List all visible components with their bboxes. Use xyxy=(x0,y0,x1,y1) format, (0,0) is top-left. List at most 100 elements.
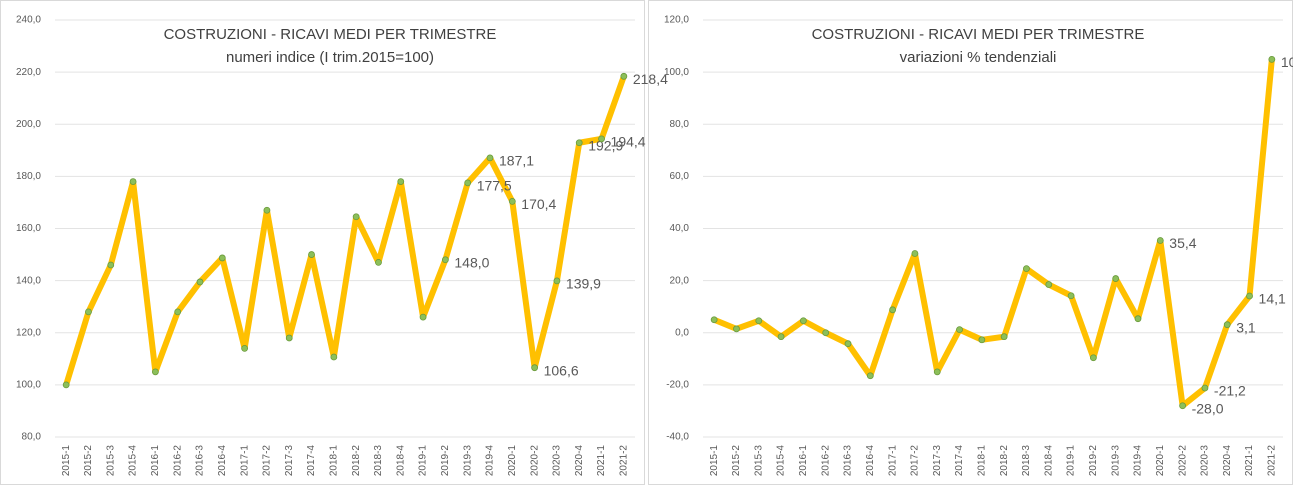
point-marker xyxy=(62,381,70,389)
point-marker xyxy=(218,254,226,262)
data-label: 187,1 xyxy=(499,153,534,169)
x-tick-label: 2018-2 xyxy=(999,445,1010,477)
x-tick-label: 2018-1 xyxy=(976,445,987,477)
point-marker xyxy=(1134,315,1142,323)
point-marker xyxy=(755,317,763,325)
y-tick-label: 120,0 xyxy=(664,15,689,26)
point-marker xyxy=(733,325,740,333)
point-marker xyxy=(531,364,539,372)
point-marker xyxy=(508,197,516,205)
point-marker xyxy=(263,206,271,214)
point-marker xyxy=(822,329,830,337)
series-line xyxy=(713,59,1275,409)
x-tick-label: 2019-1 xyxy=(418,445,429,477)
x-tick-label: 2017-2 xyxy=(910,445,921,477)
x-tick-label: 2017-2 xyxy=(262,445,273,477)
point-marker xyxy=(620,72,628,80)
x-tick-label: 2020-3 xyxy=(1200,445,1211,477)
data-label: 14,1 xyxy=(1259,291,1286,307)
data-label: -28,0 xyxy=(1192,400,1224,416)
data-label: 148,0 xyxy=(454,254,489,270)
point-marker xyxy=(1023,265,1030,273)
point-marker xyxy=(799,317,807,325)
x-tick-label: 2016-1 xyxy=(798,445,809,477)
x-tick-label: 2015-1 xyxy=(709,445,720,477)
point-marker xyxy=(419,313,427,321)
point-marker xyxy=(1246,292,1253,300)
data-label: 170,4 xyxy=(521,196,556,212)
point-marker xyxy=(397,178,405,185)
point-marker xyxy=(464,179,472,187)
x-tick-label: 2021-1 xyxy=(596,445,607,477)
chart-subtitle: variazioni % tendenziali xyxy=(900,49,1057,66)
x-tick-label: 2017-4 xyxy=(954,445,965,477)
x-tick-label: 2019-4 xyxy=(485,445,496,477)
x-tick-label: 2020-4 xyxy=(574,445,585,477)
point-marker xyxy=(1156,237,1164,244)
point-marker xyxy=(575,139,583,147)
x-tick-label: 2015-2 xyxy=(83,445,94,477)
y-tick-label: 240,0 xyxy=(16,15,41,26)
point-marker xyxy=(1000,333,1008,341)
point-marker xyxy=(330,353,338,361)
y-tick-label: 120,0 xyxy=(16,327,41,338)
x-tick-label: 2015-3 xyxy=(753,445,764,477)
data-label: 104,9 xyxy=(1281,54,1293,70)
x-tick-label: 2019-2 xyxy=(440,445,451,477)
x-tick-label: 2017-1 xyxy=(239,445,250,477)
y-tick-label: -20,0 xyxy=(666,380,689,391)
y-tick-label: 80,0 xyxy=(670,119,690,130)
x-tick-label: 2016-3 xyxy=(843,445,854,477)
point-marker xyxy=(1089,354,1097,362)
y-tick-label: -40,0 xyxy=(666,432,689,443)
y-tick-label: 100,0 xyxy=(664,67,689,78)
data-label: 139,9 xyxy=(566,276,601,292)
point-marker xyxy=(777,333,785,341)
panel xyxy=(0,0,645,485)
point-marker xyxy=(107,261,115,269)
x-tick-label: 2016-2 xyxy=(172,445,183,477)
y-tick-label: 100,0 xyxy=(16,380,41,391)
x-tick-label: 2015-4 xyxy=(776,445,787,477)
point-marker xyxy=(598,135,605,143)
x-tick-label: 2019-2 xyxy=(1088,445,1099,477)
data-label: 3,1 xyxy=(1236,319,1256,335)
data-label: 35,4 xyxy=(1169,235,1196,251)
point-marker xyxy=(196,278,204,286)
x-tick-label: 2019-1 xyxy=(1066,445,1077,477)
point-marker xyxy=(1201,384,1209,392)
data-label: -21,2 xyxy=(1214,383,1246,399)
y-tick-label: 160,0 xyxy=(16,223,41,234)
x-tick-label: 2020-1 xyxy=(1155,445,1166,477)
point-marker xyxy=(1067,292,1075,300)
x-tick-label: 2016-4 xyxy=(217,445,228,477)
y-tick-label: 200,0 xyxy=(16,119,41,130)
x-tick-label: 2016-3 xyxy=(195,445,206,477)
point-marker xyxy=(553,277,561,285)
y-tick-label: 40,0 xyxy=(670,223,690,234)
point-marker xyxy=(933,368,941,376)
point-marker xyxy=(85,308,92,316)
data-label: 192,9 xyxy=(588,137,623,153)
x-tick-label: 2018-3 xyxy=(373,445,384,477)
point-marker xyxy=(129,178,137,185)
x-tick-label: 2020-2 xyxy=(529,445,540,477)
point-marker xyxy=(174,308,182,316)
point-marker xyxy=(1112,275,1120,282)
x-tick-label: 2018-1 xyxy=(328,445,339,477)
x-tick-label: 2019-3 xyxy=(462,445,473,477)
series-line xyxy=(63,75,627,386)
point-marker xyxy=(486,154,494,162)
data-label: 194,4 xyxy=(611,134,646,150)
point-marker xyxy=(889,306,897,314)
x-tick-label: 2018-4 xyxy=(1043,445,1054,477)
chart-subtitle: numeri indice (I trim.2015=100) xyxy=(226,49,434,66)
point-marker xyxy=(710,316,718,324)
point-marker xyxy=(151,368,159,376)
x-tick-label: 2016-1 xyxy=(150,445,161,477)
x-tick-label: 2017-3 xyxy=(284,445,295,477)
point-marker xyxy=(1268,55,1276,63)
x-tick-label: 2018-3 xyxy=(1021,445,1032,477)
point-marker xyxy=(844,340,852,348)
